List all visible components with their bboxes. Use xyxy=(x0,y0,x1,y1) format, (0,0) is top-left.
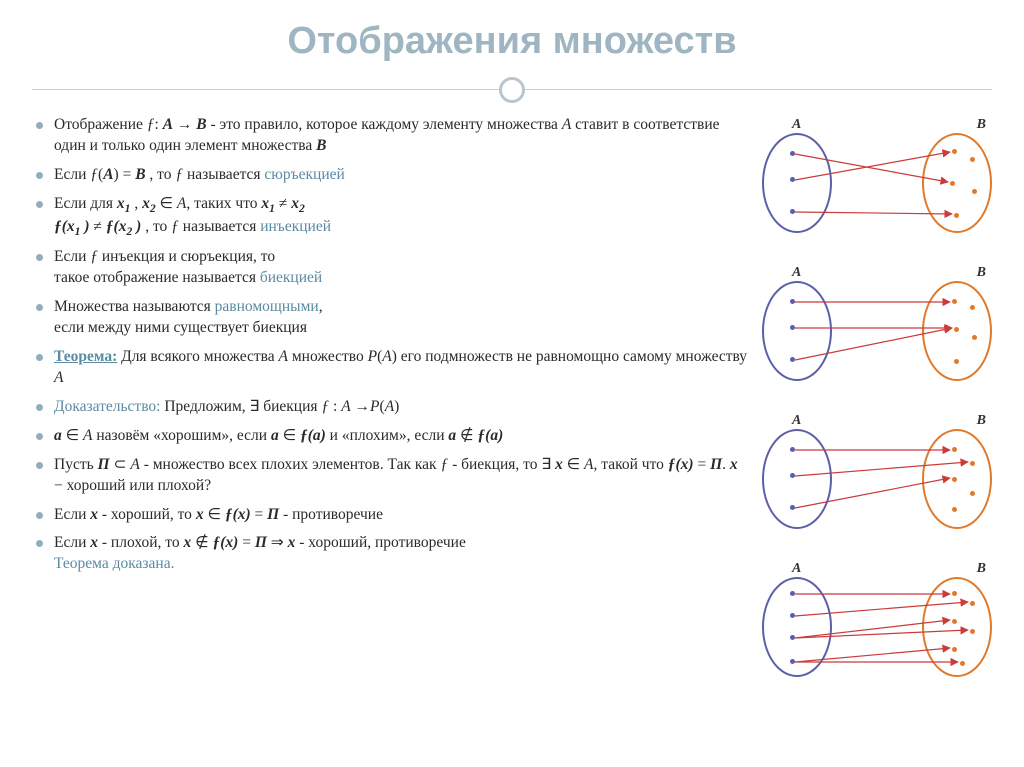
bullet-item: a ∈ A назовём «хорошим», если a ∈ ƒ(a) и… xyxy=(32,426,750,447)
set-b-point xyxy=(952,507,957,512)
bullet-list: Отображение ƒ: A → B - это правило, кото… xyxy=(32,115,750,575)
set-b-point xyxy=(970,157,975,162)
set-b-point xyxy=(954,359,959,364)
set-b-point xyxy=(952,647,957,652)
bullet-item: Если для x1 , x2 ∈ A, таких что x1 ≠ x2ƒ… xyxy=(32,194,750,240)
set-label-b: B xyxy=(977,265,986,281)
set-label-a: A xyxy=(792,561,801,577)
set-b-point xyxy=(952,149,957,154)
slide-title: Отображения множеств xyxy=(32,20,992,63)
bullet-item: Если ƒ(A) = B , то ƒ называется сюръекци… xyxy=(32,165,750,186)
set-a-ellipse xyxy=(762,577,832,677)
set-a-point xyxy=(790,209,795,214)
mapping-diagram: AB xyxy=(762,267,992,387)
set-b-point xyxy=(970,629,975,634)
set-a-point xyxy=(790,357,795,362)
set-b-ellipse xyxy=(922,429,992,529)
bullet-item: Доказательство: Предложим, ∃ биекция ƒ :… xyxy=(32,397,750,418)
set-b-point xyxy=(952,299,957,304)
set-a-point xyxy=(790,325,795,330)
mapping-diagram: AB xyxy=(762,563,992,683)
set-b-point xyxy=(952,477,957,482)
set-label-b: B xyxy=(977,561,986,577)
bullet-item: Пусть П ⊂ A - множество всех плохих элем… xyxy=(32,455,750,497)
set-label-b: B xyxy=(977,117,986,133)
bullet-item: Если x - хороший, то x ∈ ƒ(x) = П - прот… xyxy=(32,505,750,526)
set-label-a: A xyxy=(792,265,801,281)
bullet-item: Теорема: Для всякого множества A множест… xyxy=(32,347,750,389)
set-b-point xyxy=(954,327,959,332)
set-a-point xyxy=(790,151,795,156)
set-b-point xyxy=(970,601,975,606)
slide: Отображения множеств Отображение ƒ: A → … xyxy=(0,0,1024,767)
set-a-point xyxy=(790,473,795,478)
set-b-point xyxy=(952,447,957,452)
set-b-point xyxy=(952,619,957,624)
set-a-ellipse xyxy=(762,281,832,381)
text-column: Отображение ƒ: A → B - это правило, кото… xyxy=(32,115,750,683)
set-a-point xyxy=(790,299,795,304)
set-a-point xyxy=(790,613,795,618)
set-a-point xyxy=(790,659,795,664)
title-rule xyxy=(32,75,992,105)
bullet-item: Множества называются равномощными,если м… xyxy=(32,297,750,339)
set-b-point xyxy=(952,591,957,596)
set-b-point xyxy=(960,661,965,666)
set-a-ellipse xyxy=(762,133,832,233)
set-a-ellipse xyxy=(762,429,832,529)
set-b-ellipse xyxy=(922,577,992,677)
mapping-diagram: AB xyxy=(762,119,992,239)
set-b-point xyxy=(970,461,975,466)
set-label-b: B xyxy=(977,413,986,429)
bullet-item: Отображение ƒ: A → B - это правило, кото… xyxy=(32,115,750,157)
mapping-diagram: AB xyxy=(762,415,992,535)
set-b-point xyxy=(972,335,977,340)
set-a-point xyxy=(790,447,795,452)
set-a-point xyxy=(790,635,795,640)
set-b-point xyxy=(970,491,975,496)
set-b-point xyxy=(970,305,975,310)
set-a-point xyxy=(790,505,795,510)
set-a-point xyxy=(790,177,795,182)
set-b-point xyxy=(972,189,977,194)
content-row: Отображение ƒ: A → B - это правило, кото… xyxy=(32,115,992,683)
bullet-item: Если x - плохой, то x ∉ ƒ(x) = П ⇒ x - х… xyxy=(32,533,750,575)
diagram-column: ABABABAB xyxy=(762,115,992,683)
set-b-ellipse xyxy=(922,133,992,233)
set-label-a: A xyxy=(792,117,801,133)
set-b-point xyxy=(954,213,959,218)
set-b-point xyxy=(950,181,955,186)
set-a-point xyxy=(790,591,795,596)
bullet-item: Если ƒ инъекция и сюръекция, тотакое ото… xyxy=(32,247,750,289)
rule-circle-icon xyxy=(499,77,525,103)
set-label-a: A xyxy=(792,413,801,429)
